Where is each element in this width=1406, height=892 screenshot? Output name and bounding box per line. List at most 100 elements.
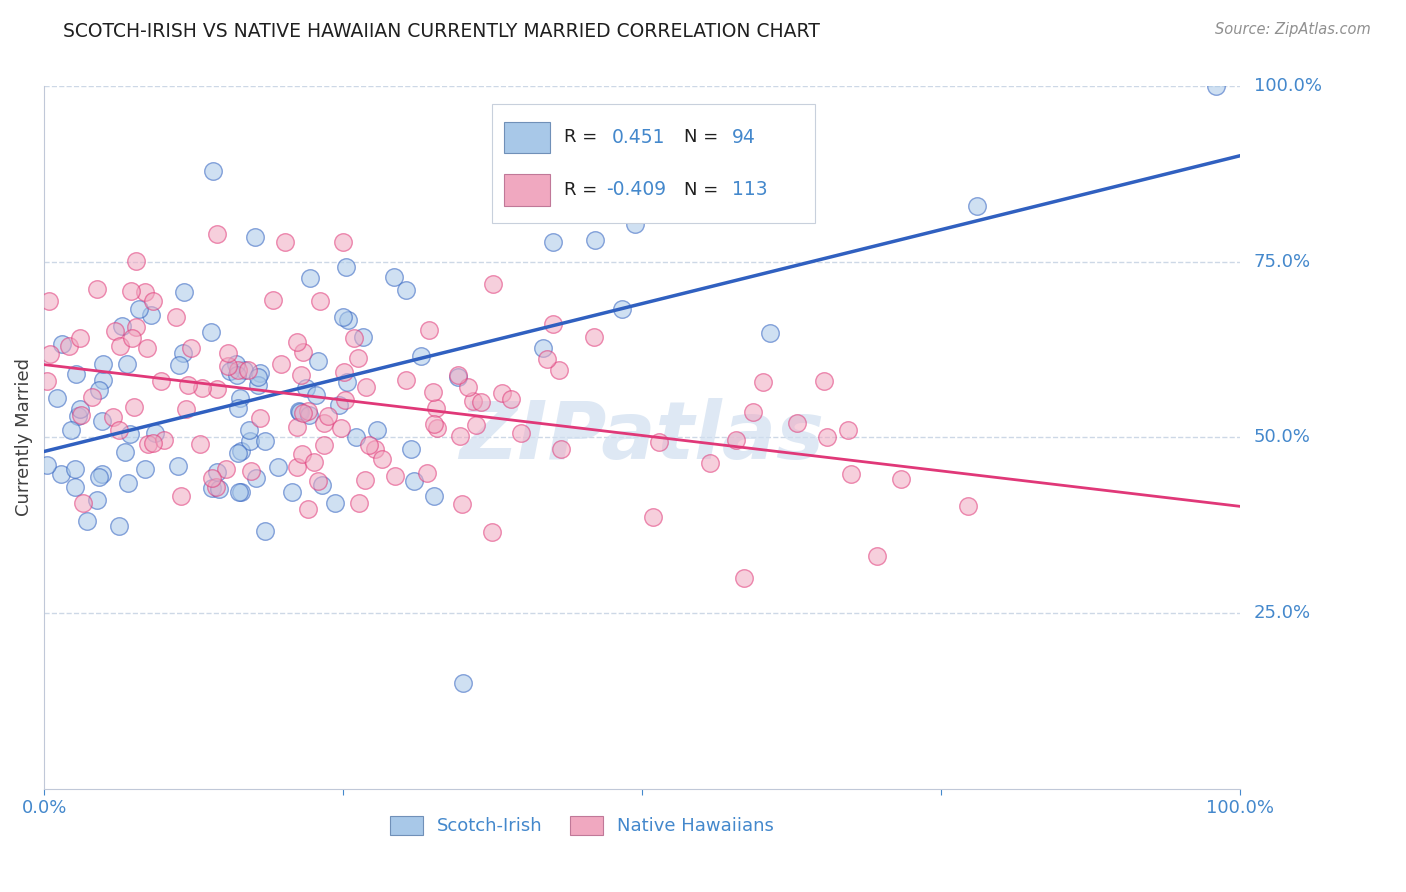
Point: [67, 409, 90, 423]
Point: [142, 293, 165, 308]
Point: [333, 365, 356, 379]
Point: [270, 357, 292, 371]
Point: [149, 374, 172, 388]
Point: [232, 363, 254, 377]
Point: [80, 391, 103, 405]
Point: [813, 374, 835, 388]
Point: [190, 381, 212, 395]
Point: [245, 471, 267, 485]
Point: [624, 217, 647, 231]
Point: [236, 363, 259, 377]
Point: [323, 496, 346, 510]
Point: [201, 481, 224, 495]
Point: [136, 341, 159, 355]
Point: [291, 446, 314, 460]
Text: R =: R =: [564, 128, 598, 146]
Point: [501, 392, 523, 407]
Point: [217, 346, 239, 360]
Point: [1205, 79, 1227, 94]
Point: [239, 434, 262, 448]
Point: [246, 369, 269, 384]
Point: [457, 380, 479, 394]
Point: [225, 357, 247, 371]
Point: [354, 380, 377, 394]
Point: [39, 347, 62, 361]
Text: N =: N =: [683, 128, 718, 146]
Point: [307, 474, 329, 488]
Point: [218, 363, 240, 377]
Point: [281, 484, 304, 499]
Point: [201, 471, 224, 485]
Text: 113: 113: [731, 180, 768, 200]
Point: [482, 277, 505, 292]
Point: [176, 401, 198, 416]
Point: [734, 571, 756, 585]
Y-axis label: Currently Married: Currently Married: [15, 359, 32, 516]
Point: [352, 330, 374, 344]
Point: [752, 375, 775, 389]
Point: [359, 437, 381, 451]
Point: [699, 456, 721, 470]
Point: [128, 302, 150, 317]
Legend: Scotch-Irish, Native Hawaiians: Scotch-Irish, Native Hawaiians: [382, 809, 782, 843]
Text: 100.0%: 100.0%: [1254, 78, 1322, 95]
Point: [59, 423, 82, 437]
Point: [425, 401, 447, 416]
Point: [541, 235, 564, 249]
Point: [86, 493, 108, 508]
FancyBboxPatch shape: [505, 121, 550, 153]
Point: [288, 404, 311, 418]
Point: [51, 337, 73, 351]
Point: [347, 496, 370, 510]
Point: [312, 416, 335, 430]
Point: [285, 460, 308, 475]
Point: [316, 409, 339, 423]
Point: [69, 331, 91, 345]
Point: [65, 480, 87, 494]
Point: [451, 676, 474, 690]
Point: [134, 462, 156, 476]
Point: [449, 429, 471, 443]
Point: [217, 359, 239, 373]
Point: [229, 391, 252, 405]
Point: [305, 388, 328, 402]
Point: [207, 465, 229, 479]
Point: [204, 480, 226, 494]
Point: [308, 293, 330, 308]
Point: [91, 373, 114, 387]
Point: [344, 430, 367, 444]
Point: [364, 442, 387, 457]
FancyBboxPatch shape: [505, 174, 550, 206]
Point: [531, 341, 554, 355]
Point: [336, 376, 359, 390]
Point: [297, 404, 319, 418]
Point: [231, 485, 253, 500]
Point: [470, 395, 492, 409]
Point: [46, 391, 69, 405]
Point: [231, 443, 253, 458]
Point: [142, 436, 165, 450]
Point: [288, 405, 311, 419]
Point: [63, 462, 86, 476]
Point: [207, 227, 229, 241]
Point: [610, 301, 633, 316]
Point: [153, 433, 176, 447]
Text: 75.0%: 75.0%: [1254, 253, 1312, 271]
Point: [76, 515, 98, 529]
Point: [423, 489, 446, 503]
Point: [447, 368, 470, 382]
Point: [172, 345, 194, 359]
Point: [90, 414, 112, 428]
Point: [464, 418, 486, 433]
Point: [583, 233, 606, 247]
Point: [957, 499, 980, 513]
Point: [291, 344, 314, 359]
Point: [394, 373, 416, 387]
Point: [789, 207, 811, 221]
Point: [384, 468, 406, 483]
Point: [249, 366, 271, 380]
Point: [108, 339, 131, 353]
Point: [557, 206, 579, 220]
Point: [302, 454, 325, 468]
Point: [139, 308, 162, 322]
